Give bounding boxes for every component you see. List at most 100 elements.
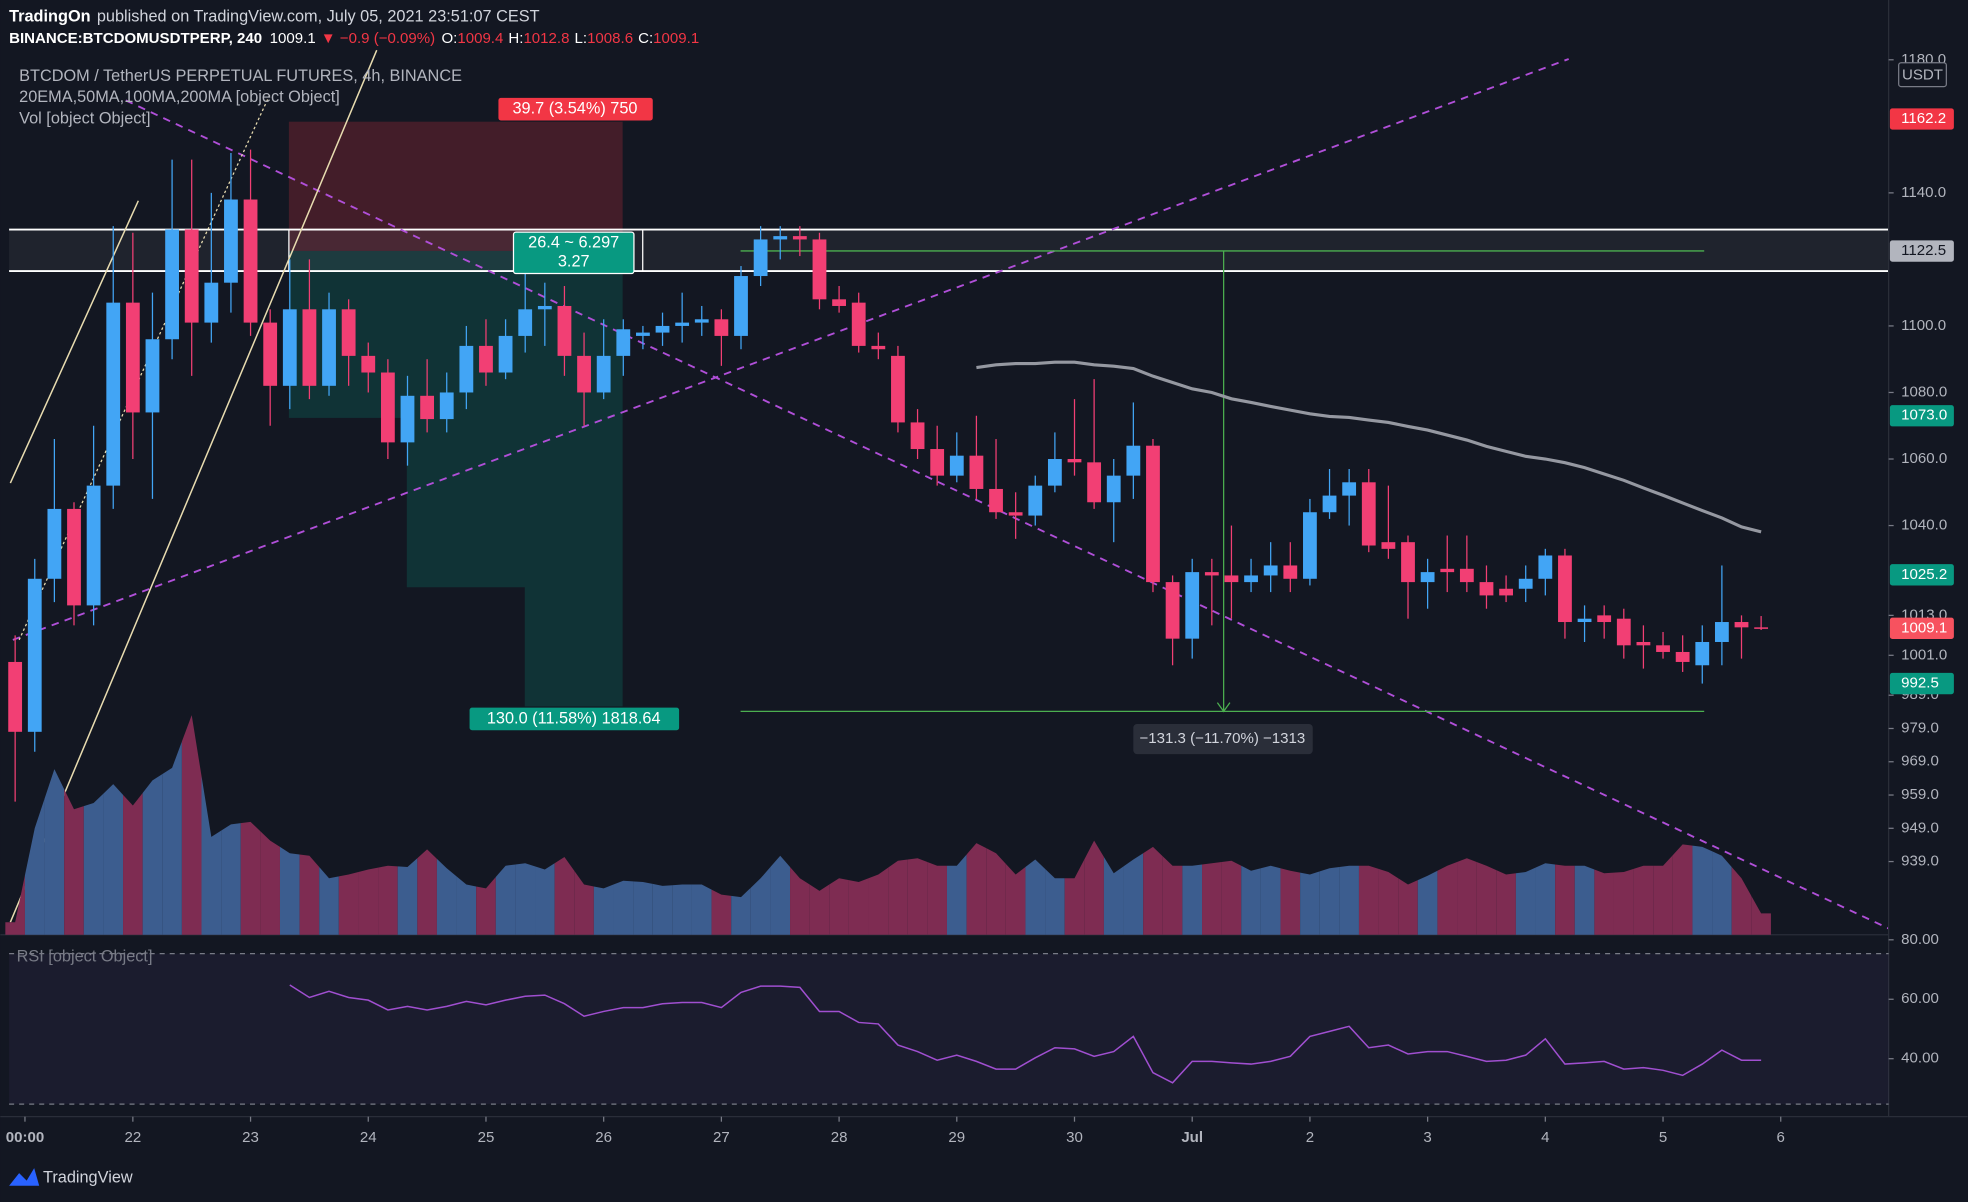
candle-body [1695,641,1710,666]
volume-area [1300,871,1320,935]
volume-area [1496,870,1516,935]
measure-label-box [1133,723,1313,755]
target-label-box [469,707,680,731]
candle-body [322,309,336,386]
volume-area [1535,863,1556,935]
volume-area [1692,845,1713,935]
volume-area [1005,863,1026,935]
volume-area [1319,866,1340,935]
ohlc-value: 1008.6 [587,30,633,47]
candle-body [1322,495,1337,513]
y-tick-label: 959.0 [1901,786,1939,803]
candle-body [1420,572,1435,583]
candle-body [675,322,690,326]
volume-area [83,793,104,935]
x-tick-label: 23 [242,1129,259,1146]
price-label: 1025.2 [1901,566,1947,583]
trend-line [125,99,1890,930]
price-label: 1122.5 [1901,242,1946,259]
candle-body [1714,622,1729,642]
rsi-band [9,953,1889,1105]
candle-body [910,422,925,450]
x-tick-label: 6 [1777,1129,1785,1146]
volume-area [672,884,692,935]
candle-body [792,236,807,240]
volume-area [1555,864,1575,935]
rsi-tick-label: 60.00 [1901,990,1939,1007]
volume-area [1594,869,1614,935]
entry-ratio: 3.27 [558,253,590,271]
candle-body [636,332,650,336]
ohlc-value: 1009.1 [653,30,699,47]
candle-body [47,508,62,579]
volume-area [1241,865,1261,935]
volume-area [201,776,222,935]
candle-body [1008,512,1023,516]
volume-area [24,798,45,935]
rsi-tick-label: 40.00 [1901,1050,1939,1067]
x-tick-label: 26 [595,1129,612,1146]
volume-area [1613,868,1634,935]
volume-area [1378,868,1399,935]
volume-area [1653,855,1673,935]
volume-area [240,821,261,935]
volume-area [888,859,908,935]
price-label-box [1889,108,1954,130]
volume-area [593,884,614,935]
y-tick-label: 949.0 [1901,819,1939,836]
candle-body [380,372,395,443]
volume-area [907,858,928,935]
volume-area [790,866,810,935]
candle-body [420,395,435,420]
volume-area [319,866,339,935]
candle-body [989,488,1003,513]
entry-label: 26.4 ~ 6.297 [528,234,619,252]
volume-area [1417,870,1438,935]
candle-body [753,239,768,277]
candle-body [459,345,474,393]
candle-body [969,455,984,489]
y-tick-label: 1080.0 [1901,383,1947,400]
candle-body [871,345,886,350]
target-label: 130.0 (11.58%) 1818.64 [487,709,661,727]
x-tick-label: 24 [360,1129,377,1146]
x-tick-label: 00:00 [6,1129,44,1146]
price-label: 992.5 [1901,675,1939,692]
volume-area [1339,865,1359,935]
currency-box [1898,62,1947,88]
candle-body [8,661,23,732]
candle-body [949,455,964,476]
candle-body [1577,618,1592,623]
indicator-legend: 20EMA,50MA,100MA,200MA [object Object] [19,88,340,106]
candle-body [243,199,258,323]
volume-area [299,854,320,935]
candle-body [1636,641,1651,646]
volume-area [554,856,575,935]
volume-area [397,858,418,935]
y-tick-label: 939.0 [1901,853,1939,870]
candle-body [1558,555,1572,623]
volume-area [711,889,732,935]
ohlc-value: 1012.8 [523,30,569,47]
x-tick-label: 27 [713,1129,730,1146]
change: ▼ −0.9 (−0.09%) [321,30,435,47]
entry-label-box [512,231,635,275]
candle-body [930,449,945,476]
volume-area [966,843,987,935]
footer-brand: TradingView [43,1168,133,1186]
ohlc-value: 1009.4 [457,30,503,47]
candle-body [1518,578,1533,589]
volume-area [1574,865,1595,935]
volume-area [691,884,712,935]
candle-body [1440,568,1455,573]
candle-body [1303,512,1317,579]
candle-body [106,302,121,486]
volume-area [1025,859,1046,935]
y-tick-label: 969.0 [1901,753,1939,770]
volume-area [613,880,634,935]
volume-area [1143,846,1163,935]
candle-body [1165,582,1180,639]
candle-body [518,309,533,336]
candle-body [596,355,611,393]
